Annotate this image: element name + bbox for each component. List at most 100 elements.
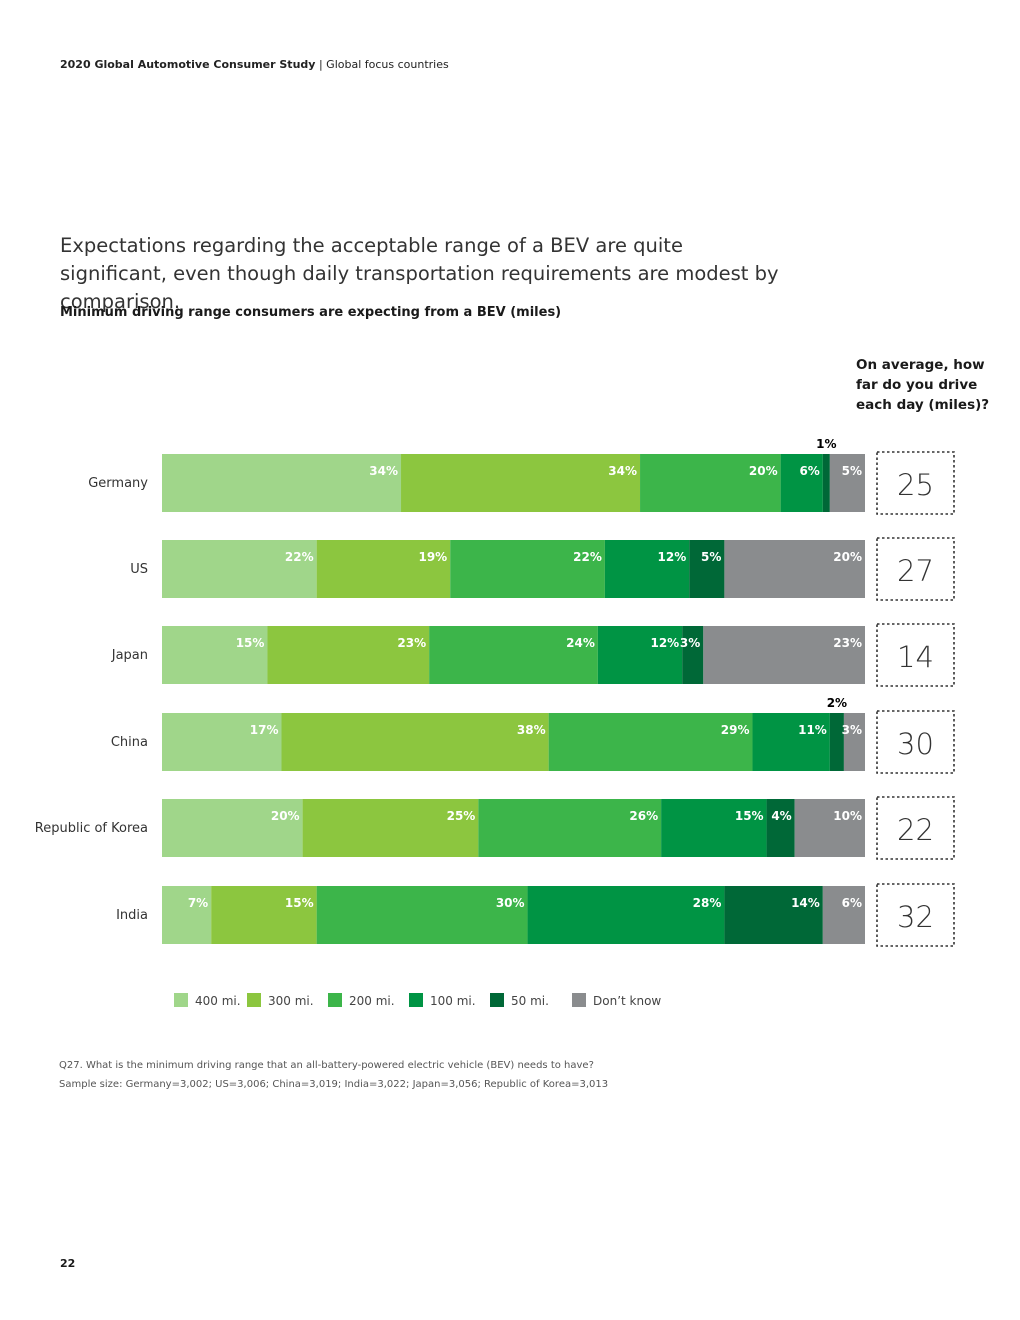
average-box (876, 451, 955, 515)
average-daily-miles: 22 (897, 813, 934, 847)
segment-label: 11% (798, 723, 827, 737)
segment-label: 25% (447, 809, 476, 823)
legend-label: Don’t know (593, 994, 661, 1008)
page-headline: Expectations regarding the acceptable ra… (60, 234, 779, 313)
segment-label: 6% (842, 896, 862, 910)
bar-segment (780, 454, 823, 512)
legend-label: 100 mi. (430, 994, 476, 1008)
segment-label: 20% (833, 550, 862, 564)
bar-segment (752, 713, 830, 771)
segment-label: 12% (650, 636, 679, 650)
segment-label: 7% (188, 896, 208, 910)
segment-label: 3% (680, 636, 700, 650)
segment-label: 5% (701, 550, 721, 564)
segment-label: 22% (573, 550, 602, 564)
bar-segment (794, 799, 865, 857)
bar-segment (689, 540, 725, 598)
legend-swatch (490, 993, 504, 1007)
legend-label: 300 mi. (268, 994, 314, 1008)
segment-label: 15% (285, 896, 314, 910)
bar-segment (478, 799, 662, 857)
header-separator: | (318, 58, 323, 71)
bar-segment (548, 713, 753, 771)
bar-segment (450, 540, 605, 598)
average-box (876, 796, 955, 860)
legend-swatch (247, 993, 261, 1007)
page-header: 2020 Global Automotive Consumer Study | … (60, 58, 449, 71)
segment-label: 12% (658, 550, 687, 564)
legend-swatch (572, 993, 586, 1007)
bar-segment (316, 886, 528, 944)
bar-segment (162, 713, 282, 771)
country-label: Japan (111, 648, 148, 663)
legend-label: 50 mi. (511, 994, 549, 1008)
segment-label: 34% (369, 464, 398, 478)
bar-segment (162, 799, 303, 857)
segment-label: 23% (833, 636, 862, 650)
segment-label: 20% (749, 464, 778, 478)
segment-label: 1% (816, 437, 836, 451)
bar-segment (527, 886, 725, 944)
segment-label: 28% (693, 896, 722, 910)
bar-segment (401, 454, 641, 512)
legend-swatch (328, 993, 342, 1007)
bar-segment (703, 626, 865, 684)
legend-label: 200 mi. (349, 994, 395, 1008)
segment-label: 26% (629, 809, 658, 823)
segment-label: 19% (418, 550, 447, 564)
segment-label: 30% (496, 896, 525, 910)
segment-label: 23% (397, 636, 426, 650)
bar-segment (640, 454, 781, 512)
legend-label: 400 mi. (195, 994, 241, 1008)
segment-label: 15% (236, 636, 265, 650)
segment-label: 22% (285, 550, 314, 564)
section-title: Global focus countries (326, 58, 449, 71)
bar-segment (597, 626, 683, 684)
bar-segment (267, 626, 430, 684)
page-number: 22 (60, 1257, 76, 1270)
daily-distance-question: On average, how far do you drive each da… (856, 357, 990, 413)
segment-label: 38% (517, 723, 546, 737)
segment-label: 17% (250, 723, 279, 737)
study-title: 2020 Global Automotive Consumer Study (60, 58, 316, 71)
bar-segment (682, 626, 704, 684)
legend-swatch (174, 993, 188, 1007)
country-label: Republic of Korea (35, 821, 148, 836)
segment-label: 15% (735, 809, 764, 823)
bar-segment (724, 540, 865, 598)
bar-segment (822, 886, 865, 944)
country-label: India (116, 908, 148, 923)
bar-segment (724, 886, 823, 944)
segment-label: 4% (771, 809, 791, 823)
chart-title: Minimum driving range consumers are expe… (60, 305, 562, 320)
bar-segment (162, 626, 268, 684)
bar-segment (281, 713, 549, 771)
bar-segment (429, 626, 598, 684)
average-daily-miles: 30 (897, 727, 934, 761)
country-label: Germany (88, 476, 148, 491)
bar-segment (211, 886, 317, 944)
average-box (876, 710, 955, 774)
country-label: China (111, 735, 148, 750)
segment-label: 34% (608, 464, 637, 478)
average-daily-miles: 14 (897, 640, 934, 674)
average-daily-miles: 32 (897, 900, 934, 934)
question-footnote: Q27. What is the minimum driving range t… (59, 1060, 594, 1071)
bar-segment (843, 713, 865, 771)
average-box (876, 623, 955, 687)
bar-segment (829, 454, 865, 512)
segment-label: 6% (799, 464, 819, 478)
bar-segment (604, 540, 690, 598)
segment-label: 5% (842, 464, 862, 478)
bar-segment (162, 540, 317, 598)
bar-segment (316, 540, 451, 598)
bar-segment (162, 454, 402, 512)
sample-size-footnote: Sample size: Germany=3,002; US=3,006; Ch… (59, 1079, 609, 1090)
country-label: US (130, 562, 148, 577)
bar-segment (302, 799, 479, 857)
legend-swatch (409, 993, 423, 1007)
segment-label: 20% (271, 809, 300, 823)
average-box (876, 883, 955, 947)
average-daily-miles: 25 (897, 468, 934, 502)
